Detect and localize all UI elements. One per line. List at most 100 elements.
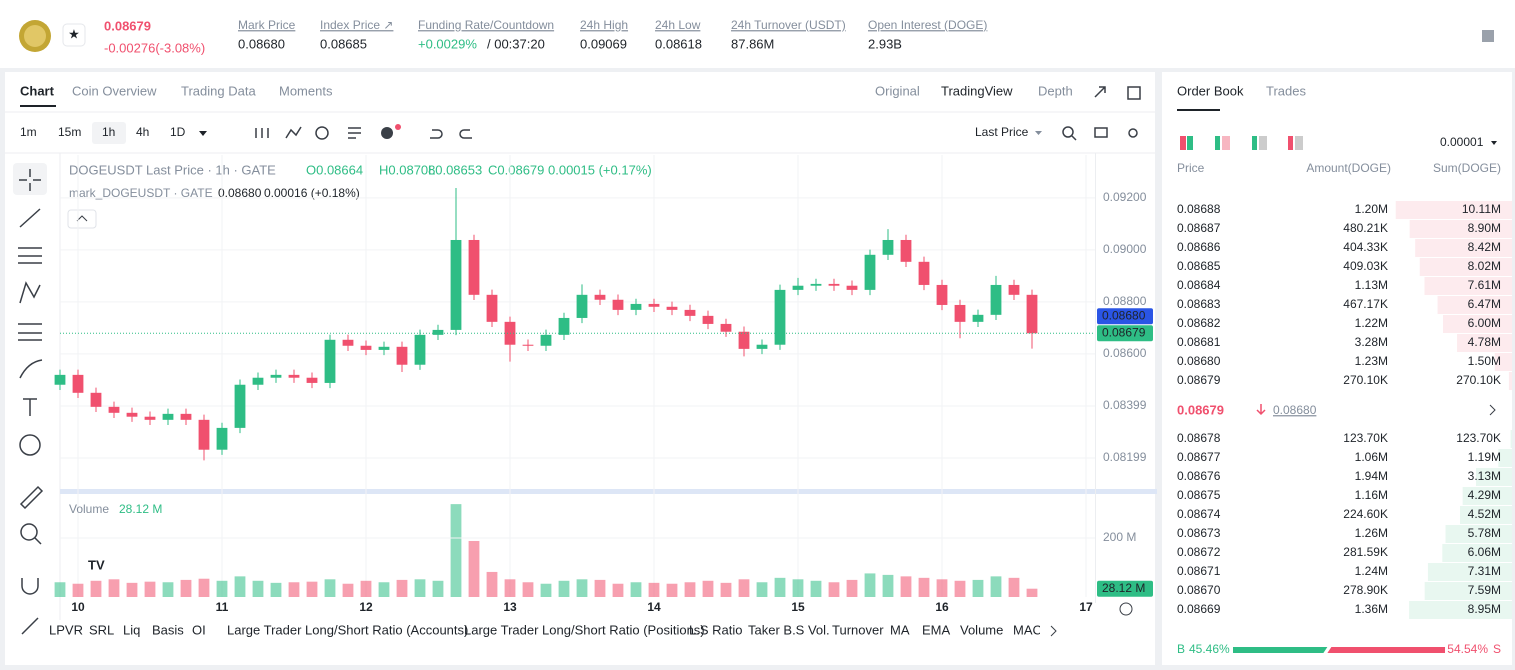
interval[interactable]: 4h <box>136 125 149 139</box>
price-tag <box>1097 308 1153 325</box>
book-price: 0.08680 <box>1177 354 1221 368</box>
indicator-tab[interactable]: Taker B.S Vol. <box>748 622 830 637</box>
candle-body <box>882 239 894 255</box>
indicator-tab[interactable]: Liq <box>123 622 140 637</box>
x-tick-label: 16 <box>935 600 949 614</box>
dropdown-arrow <box>199 131 207 136</box>
indicator-icon[interactable] <box>381 127 393 139</box>
volume-bar <box>1008 577 1020 597</box>
chart-tab[interactable]: Moments <box>279 83 333 98</box>
precision[interactable]: 0.00001 <box>1440 135 1484 149</box>
price-tag-label: 0.08680 <box>1102 308 1146 322</box>
collapse-legend[interactable] <box>67 209 97 229</box>
y-tick-label: 0.09000 <box>1103 242 1147 256</box>
interval[interactable]: 1D <box>170 125 186 139</box>
depth-bar <box>1409 601 1512 619</box>
candle-body <box>468 239 480 295</box>
interval-active-bg <box>92 122 126 144</box>
book-tab[interactable]: Order Book <box>1177 83 1244 98</box>
interval[interactable]: 1m <box>20 125 37 139</box>
candle-body <box>990 284 1002 315</box>
menu-icon[interactable] <box>1482 30 1494 42</box>
scroll-mask <box>1040 620 1070 642</box>
candle-body <box>108 406 120 413</box>
scroll-arrow[interactable] <box>1050 625 1057 637</box>
chevron[interactable] <box>1489 404 1496 416</box>
candle-body <box>378 346 390 350</box>
candle-body <box>90 392 102 407</box>
indicator-tab[interactable]: LPVR <box>49 622 83 637</box>
stat-value: 0.09069 <box>580 36 627 51</box>
chart-tab[interactable]: Coin Overview <box>72 83 157 98</box>
drawing-tools <box>18 86 1141 635</box>
depth-bar <box>1437 296 1512 314</box>
interval[interactable]: 1h <box>102 125 115 139</box>
book-price: 0.08673 <box>1177 526 1221 540</box>
indicator-tab[interactable]: MA <box>890 622 910 637</box>
ohlc-value: C0.08679 <box>488 162 544 177</box>
book-price: 0.08669 <box>1177 602 1221 616</box>
last-price: 0.08679 <box>104 18 151 33</box>
book-price: 0.08677 <box>1177 450 1221 464</box>
depth-bar <box>1510 430 1512 448</box>
ohlc-value: O0.08664 <box>306 162 363 177</box>
favorite-button[interactable] <box>62 23 86 47</box>
indicator-tab[interactable]: Basis <box>152 622 184 637</box>
volume-bar <box>936 579 948 597</box>
candle-body <box>306 377 318 383</box>
book-amount: 480.21K <box>1343 221 1388 235</box>
price-source[interactable]: Last Price <box>975 125 1029 139</box>
x-tick-label: 12 <box>359 600 373 614</box>
interval[interactable]: 15m <box>58 125 81 139</box>
price-axis-border <box>1095 153 1096 603</box>
book-amount: 467.17K <box>1343 297 1388 311</box>
volume-bar <box>144 581 156 597</box>
volume-bar <box>792 579 804 597</box>
indicator-tab[interactable]: OI <box>192 622 206 637</box>
mark-value: 0.08680 <box>218 186 262 200</box>
indicator-tab[interactable]: L.S Ratio <box>689 622 742 637</box>
candle-body <box>954 304 966 322</box>
volume-bar <box>396 579 408 597</box>
buy-mark: B <box>1177 642 1185 656</box>
y-tick-label: 0.08800 <box>1103 294 1147 308</box>
indicator-tab[interactable]: EMA <box>922 622 951 637</box>
candle-body <box>792 285 804 290</box>
chart-tab[interactable]: Trading Data <box>181 83 256 98</box>
volume-last: 28.12 M <box>119 502 162 516</box>
indicator-tab[interactable]: Large Trader Long/Short Ratio (Accounts) <box>227 622 468 637</box>
volume-bar <box>756 582 768 597</box>
volume-bar <box>738 579 750 597</box>
column-header: Sum(DOGE) <box>1433 161 1501 175</box>
volume-bar <box>684 582 696 597</box>
candle-body <box>612 299 624 310</box>
volume-bar <box>774 577 786 597</box>
mark-value: 0.00016 (+0.18%) <box>264 186 360 200</box>
tool-active[interactable] <box>13 163 47 195</box>
view-tab[interactable]: TradingView <box>941 83 1013 98</box>
candle-body <box>972 314 984 322</box>
candle-body <box>774 289 786 345</box>
chart-panel <box>5 72 1155 665</box>
view-tab[interactable]: Original <box>875 83 920 98</box>
book-price: 0.08679 <box>1177 373 1221 387</box>
stat-label: 24h Low <box>655 18 701 32</box>
book-tab[interactable]: Trades <box>1266 83 1306 98</box>
x-tick-label: 14 <box>647 600 661 614</box>
depth-bar <box>1445 525 1512 543</box>
book-price: 0.08684 <box>1177 278 1221 292</box>
view-tab[interactable]: Depth <box>1038 83 1073 98</box>
book-amount: 1.13M <box>1355 278 1388 292</box>
book-amount: 270.10K <box>1343 373 1388 387</box>
price-tag <box>1097 325 1153 342</box>
indicator-tab[interactable]: Large Trader Long/Short Ratio (Positions… <box>464 622 705 637</box>
indicator-tab[interactable]: Turnover <box>832 622 884 637</box>
indicator-tab[interactable]: Volume <box>960 622 1003 637</box>
settings-icon[interactable] <box>1119 602 1133 616</box>
coin-logo-inner <box>24 25 46 47</box>
indicator-tab[interactable]: SRL <box>89 622 114 637</box>
depth-bar <box>1419 258 1512 276</box>
chart-tab[interactable]: Chart <box>20 83 55 98</box>
depth-bar <box>1424 277 1512 295</box>
